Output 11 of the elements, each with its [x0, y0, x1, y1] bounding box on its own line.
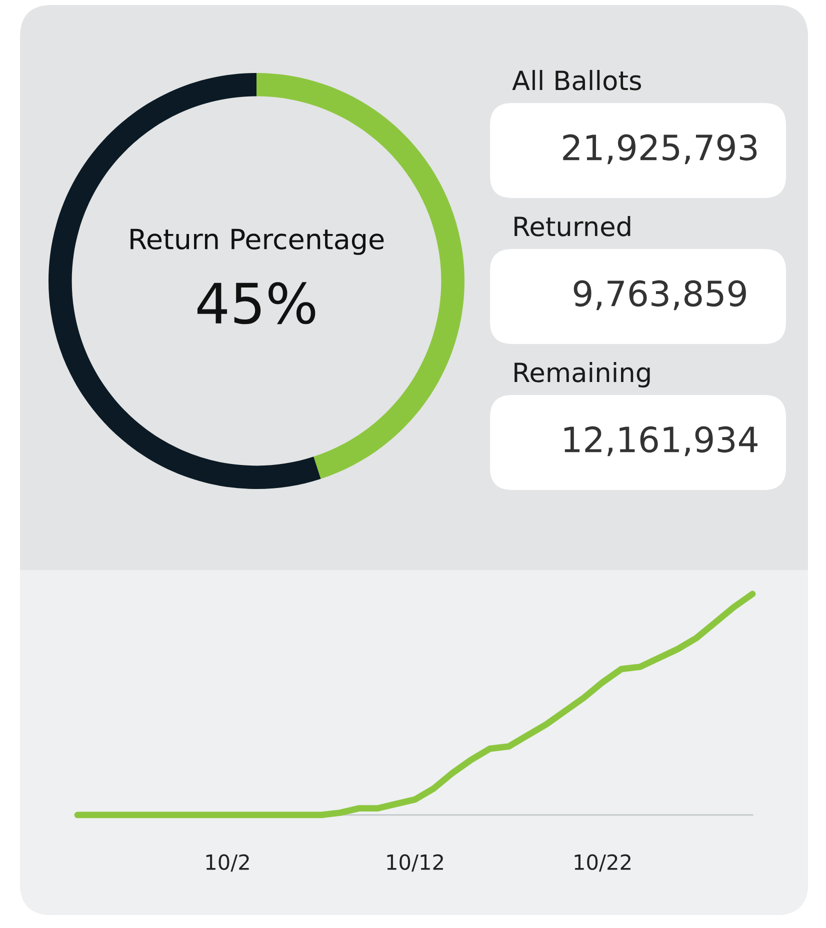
text: 12,161,934: [564, 426, 758, 456]
text: 45%: [197, 282, 316, 324]
text: Returned: [514, 216, 630, 236]
text: All Ballots: [512, 70, 641, 90]
text: Return Percentage: [130, 228, 384, 255]
x-tick-label: 10/22: [574, 854, 630, 872]
text: 21,925,793: [563, 134, 757, 164]
x-tick-label: 10/12: [387, 854, 443, 872]
text: Remaining: [514, 362, 650, 388]
x-tick-label: 10/2: [206, 854, 249, 872]
text: 9,763,859: [574, 280, 746, 310]
